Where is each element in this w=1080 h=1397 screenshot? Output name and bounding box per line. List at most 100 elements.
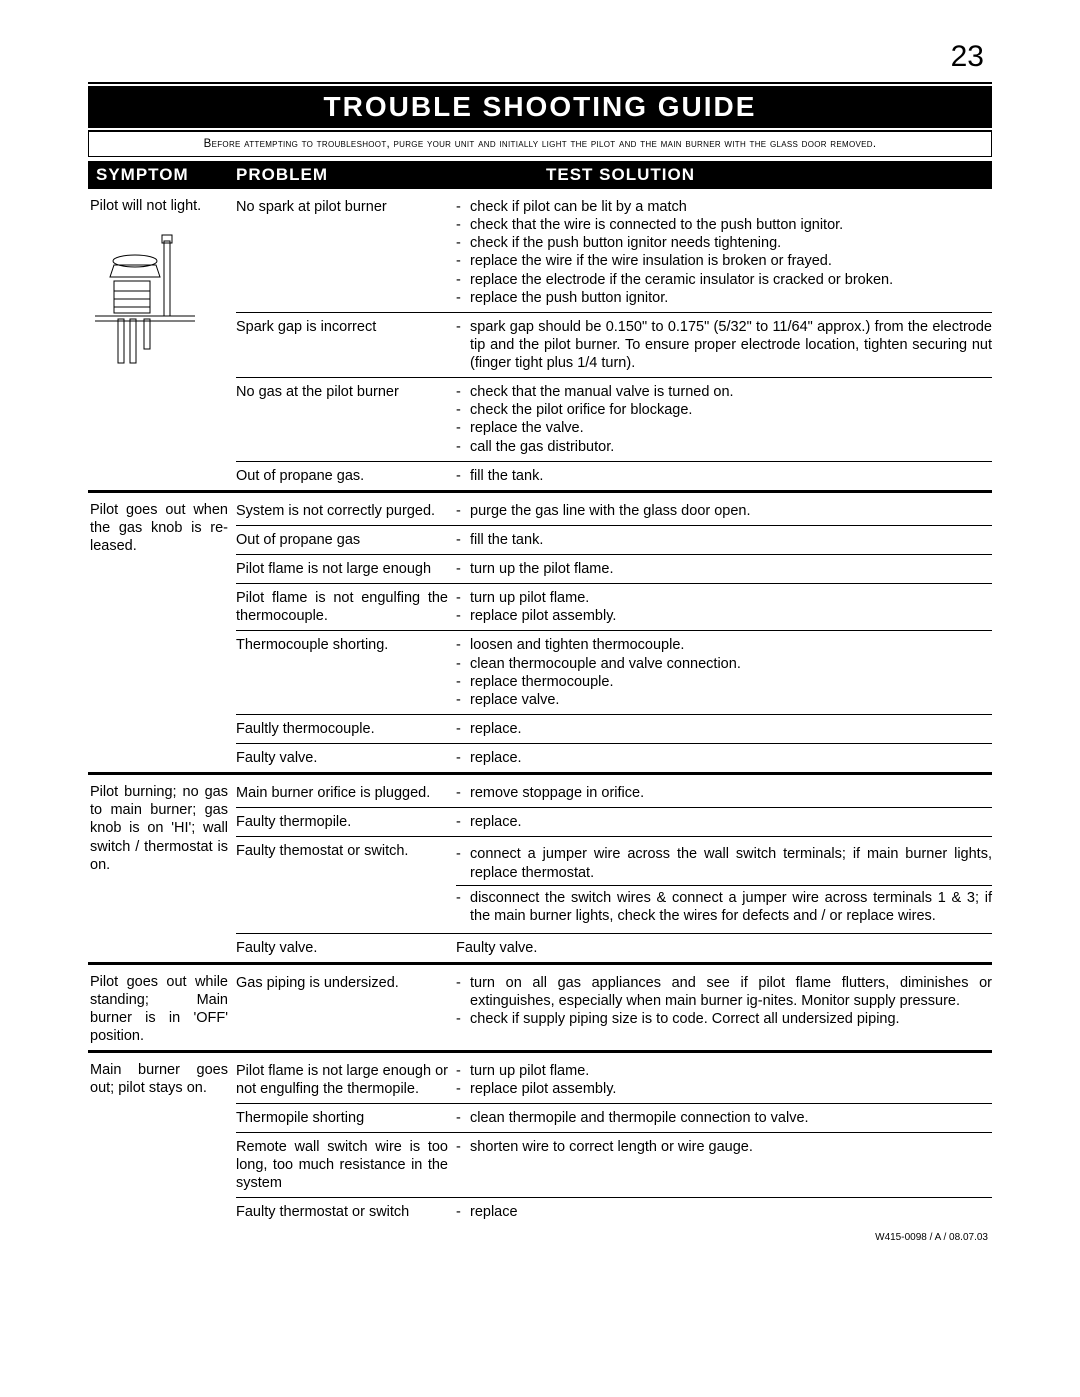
diagram-container [90, 221, 228, 376]
solution-text: check that the wire is connected to the … [470, 216, 992, 234]
solution-bullet: -turn on all gas appliances and see if p… [456, 974, 992, 1010]
solution-cell: -turn up pilot flame.-replace pilot asse… [456, 1060, 992, 1100]
problem-cell: Faulty thermostat or switch [236, 1201, 456, 1223]
symptom-text: Pilot burning; no gas to main burner; ga… [90, 783, 228, 874]
solution-text: replace the push button ignitor. [470, 289, 992, 307]
section: Pilot goes out while standing; Main burn… [88, 965, 992, 1053]
bullet-dash: - [456, 636, 470, 654]
problem-cell: Pilot flame is not engulfing the thermoc… [236, 587, 456, 627]
rows-container: Gas piping is undersized.-turn on all ga… [236, 969, 992, 1050]
section: Main burner goes out; pilot stays on.Pil… [88, 1053, 992, 1227]
solution-text: replace. [470, 813, 992, 831]
solution-bullet: -replace. [456, 813, 992, 831]
table-row: No spark at pilot burner-check if pilot … [236, 193, 992, 313]
section: Pilot goes out when the gas knob is re-l… [88, 493, 992, 775]
bullet-dash: - [456, 720, 470, 738]
bullet-dash: - [456, 1203, 470, 1221]
solution-bullet: -shorten wire to correct length or wire … [456, 1138, 992, 1156]
bullet-dash: - [456, 589, 470, 607]
solution-bullet: -clean thermopile and thermopile connect… [456, 1109, 992, 1127]
table-row: System is not correctly purged.-purge th… [236, 497, 992, 526]
solution-cell: -replace. [456, 718, 992, 740]
solution-text: check if supply piping size is to code. … [470, 1010, 992, 1028]
solution-bullet: -check if supply piping size is to code.… [456, 1010, 992, 1028]
bullet-dash: - [456, 271, 470, 289]
bullet-dash: - [456, 655, 470, 673]
section: Pilot will not light.No spark at pilot b… [88, 189, 992, 493]
title-bar: TROUBLE SHOOTING GUIDE [88, 82, 992, 132]
solution-text: check that the manual valve is turned on… [470, 383, 992, 401]
page-number: 23 [88, 40, 992, 74]
title-text: TROUBLE SHOOTING GUIDE [324, 91, 757, 122]
footer-code: W415-0098 / A / 08.07.03 [88, 1232, 992, 1243]
solution-text: spark gap should be 0.150" to 0.175" (5/… [470, 318, 992, 372]
bullet-dash: - [456, 383, 470, 401]
solution-bullet: -replace valve. [456, 691, 992, 709]
solution-bullet: -check that the wire is connected to the… [456, 216, 992, 234]
solution-bullet: -check if the push button ignitor needs … [456, 234, 992, 252]
bullet-dash: - [456, 1138, 470, 1156]
solution-bullet: -remove stoppage in orifice. [456, 784, 992, 802]
table-row: Faulty valve.-replace. [236, 744, 992, 772]
symptom-cell: Pilot burning; no gas to main burner; ga… [88, 779, 236, 962]
solution-text: connect a jumper wire across the wall sw… [470, 845, 992, 881]
table-row: Pilot flame is not large enough-turn up … [236, 555, 992, 584]
solution-text: turn up pilot flame. [470, 1062, 992, 1080]
symptom-cell: Main burner goes out; pilot stays on. [88, 1057, 236, 1227]
column-header-bar: SYMPTOM PROBLEM TEST SOLUTION [88, 161, 992, 189]
problem-cell: Thermopile shorting [236, 1107, 456, 1129]
solution-bullet: -replace. [456, 749, 992, 767]
symptom-text: Main burner goes out; pilot stays on. [90, 1061, 228, 1097]
bullet-dash: - [456, 560, 470, 578]
problem-cell: Main burner orifice is plugged. [236, 782, 456, 804]
bullet-dash: - [456, 198, 470, 216]
bullet-dash: - [456, 234, 470, 252]
table-row: Out of propane gas.-fill the tank. [236, 462, 992, 490]
solution-bullet: -replace the wire if the wire insulation… [456, 252, 992, 270]
solution-text: check if the push button ignitor needs t… [470, 234, 992, 252]
bullet-dash: - [456, 216, 470, 234]
solution-cell: -check that the manual valve is turned o… [456, 381, 992, 458]
solution-cell: Faulty valve. [456, 937, 992, 959]
solution-bullet: -replace. [456, 720, 992, 738]
solution-bullet: -replace pilot assembly. [456, 1080, 992, 1098]
table-row: Gas piping is undersized.-turn on all ga… [236, 969, 992, 1033]
solution-bullet: -check the pilot orifice for blockage. [456, 401, 992, 419]
solution-text: shorten wire to correct length or wire g… [470, 1138, 992, 1156]
sections-container: Pilot will not light.No spark at pilot b… [88, 189, 992, 1226]
table-row: Main burner orifice is plugged.-remove s… [236, 779, 992, 808]
table-row: Out of propane gas-fill the tank. [236, 526, 992, 555]
table-row: Spark gap is incorrect-spark gap should … [236, 313, 992, 378]
table-row: Faultly thermocouple.-replace. [236, 715, 992, 744]
solution-cell: -replace. [456, 811, 992, 833]
bullet-dash: - [456, 845, 470, 881]
rows-container: No spark at pilot burner-check if pilot … [236, 193, 992, 490]
table-row: No gas at the pilot burner-check that th… [236, 378, 992, 462]
problem-cell: Faulty valve. [236, 747, 456, 769]
solution-text: replace thermocouple. [470, 673, 992, 691]
symptom-cell: Pilot goes out while standing; Main burn… [88, 969, 236, 1050]
bullet-dash: - [456, 318, 470, 372]
bullet-dash: - [456, 419, 470, 437]
header-problem: PROBLEM [236, 165, 456, 185]
symptom-text: Pilot goes out while standing; Main burn… [90, 973, 228, 1046]
rows-container: System is not correctly purged.-purge th… [236, 497, 992, 772]
rows-container: Pilot flame is not large enough or not e… [236, 1057, 992, 1227]
solution-bullet: -fill the tank. [456, 531, 992, 549]
solution-subrow: -connect a jumper wire across the wall s… [456, 842, 992, 885]
bullet-dash: - [456, 401, 470, 419]
table-row: Pilot flame is not engulfing the thermoc… [236, 584, 992, 631]
solution-text: Faulty valve. [456, 939, 992, 957]
solution-cell: -turn up the pilot flame. [456, 558, 992, 580]
solution-text: remove stoppage in orifice. [470, 784, 992, 802]
table-row: Remote wall switch wire is too long, too… [236, 1133, 992, 1198]
problem-cell: Remote wall switch wire is too long, too… [236, 1136, 456, 1194]
pilot-assembly-diagram [90, 221, 200, 371]
solution-bullet: -turn up pilot flame. [456, 1062, 992, 1080]
solution-cell: -replace. [456, 747, 992, 769]
problem-cell: Thermocouple shorting. [236, 634, 456, 711]
solution-cell: -turn up pilot flame.-replace pilot asse… [456, 587, 992, 627]
solution-text: turn on all gas appliances and see if pi… [470, 974, 992, 1010]
problem-cell: No gas at the pilot burner [236, 381, 456, 458]
solution-cell: -fill the tank. [456, 465, 992, 487]
